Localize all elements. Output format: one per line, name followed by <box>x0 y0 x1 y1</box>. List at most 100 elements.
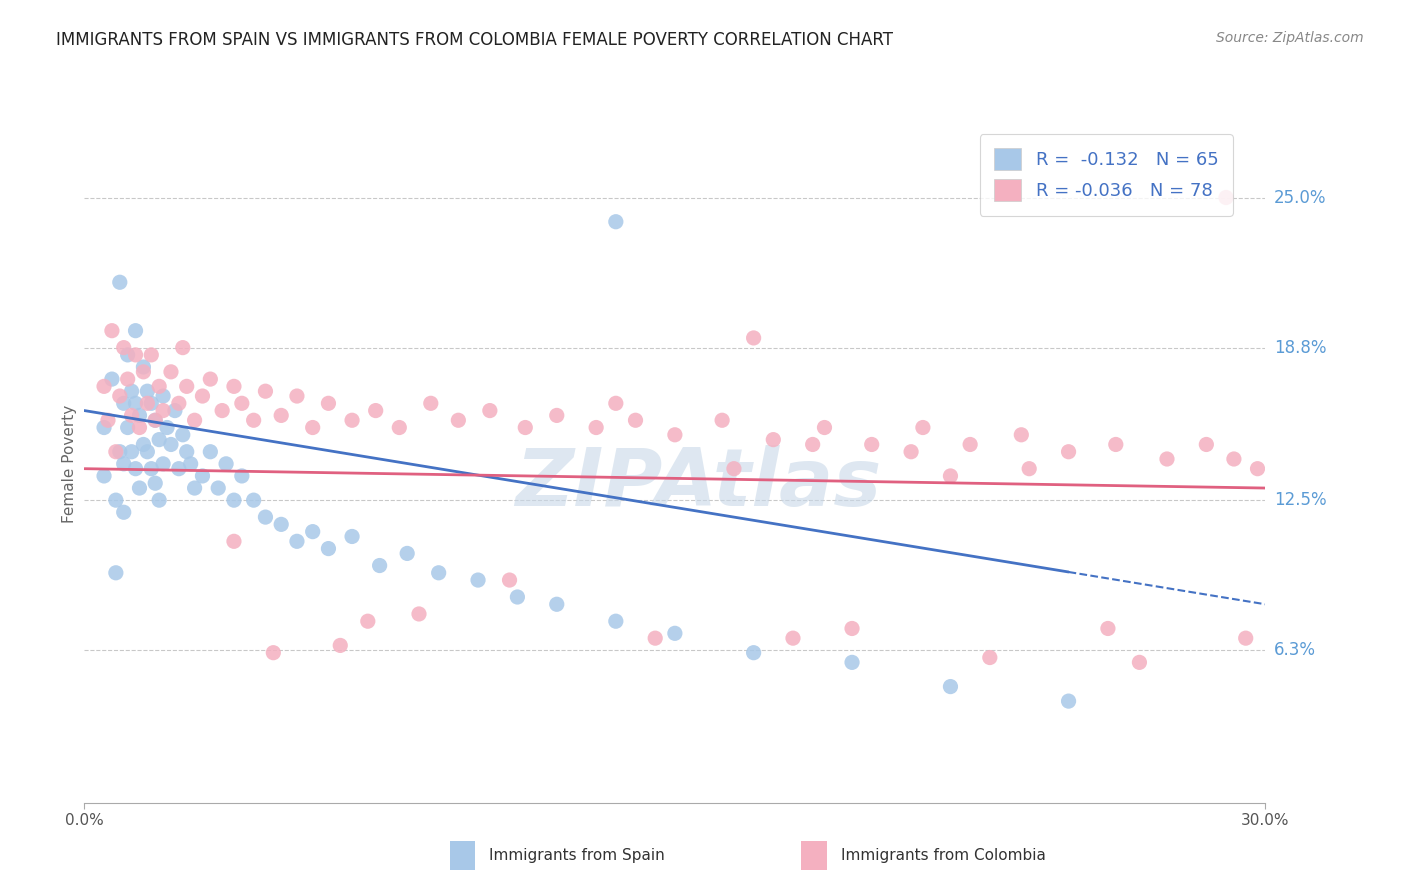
Point <box>478 403 501 417</box>
Point <box>148 493 170 508</box>
Point <box>117 348 139 362</box>
Point <box>515 420 537 434</box>
Point <box>1234 631 1257 645</box>
Point <box>104 566 127 580</box>
Point <box>176 379 198 393</box>
Point <box>1057 694 1080 708</box>
Point <box>132 437 155 451</box>
Point <box>172 341 194 355</box>
Point <box>318 396 340 410</box>
Point <box>1097 622 1119 636</box>
Point <box>546 597 568 611</box>
Point <box>664 427 686 442</box>
Point <box>101 372 124 386</box>
Point <box>132 359 155 374</box>
Point <box>911 420 934 434</box>
Point <box>419 396 441 410</box>
Point <box>605 614 627 628</box>
Point <box>172 427 194 442</box>
Point <box>191 469 214 483</box>
Point <box>801 437 824 451</box>
Point <box>742 331 765 345</box>
Point <box>1274 631 1296 645</box>
Point <box>498 573 520 587</box>
Point <box>104 493 127 508</box>
Point <box>108 389 131 403</box>
Point <box>152 389 174 403</box>
Point <box>1195 437 1218 451</box>
Point <box>93 379 115 393</box>
Point <box>396 546 419 560</box>
Point <box>506 590 529 604</box>
Point <box>132 365 155 379</box>
Text: 12.5%: 12.5% <box>1274 491 1326 509</box>
Point <box>939 469 962 483</box>
Point <box>624 413 647 427</box>
Point <box>329 639 352 653</box>
Point <box>1010 427 1032 442</box>
Point <box>723 461 745 475</box>
Point <box>97 413 120 427</box>
Point <box>143 476 166 491</box>
Text: 18.8%: 18.8% <box>1274 339 1326 357</box>
Point <box>108 275 131 289</box>
Point <box>742 646 765 660</box>
Point <box>340 529 363 543</box>
Point <box>900 444 922 458</box>
Point <box>163 403 186 417</box>
Point <box>318 541 340 556</box>
Point <box>117 420 139 434</box>
Point <box>242 413 264 427</box>
Point <box>136 384 159 399</box>
Text: ZIPAtlas: ZIPAtlas <box>516 445 882 524</box>
Legend: R =  -0.132   N = 65, R = -0.036   N = 78: R = -0.132 N = 65, R = -0.036 N = 78 <box>980 134 1233 216</box>
Point <box>148 379 170 393</box>
Point <box>180 457 202 471</box>
Point <box>143 413 166 427</box>
Point <box>222 379 245 393</box>
Point <box>112 457 135 471</box>
Point <box>141 396 163 410</box>
Point <box>1105 437 1128 451</box>
Point <box>782 631 804 645</box>
Point <box>1018 461 1040 475</box>
Point <box>124 461 146 475</box>
Point <box>152 403 174 417</box>
Point <box>176 444 198 458</box>
Point <box>112 505 135 519</box>
Point <box>368 558 391 573</box>
Point <box>605 215 627 229</box>
Point <box>231 396 253 410</box>
Point <box>222 534 245 549</box>
Point <box>112 396 135 410</box>
Point <box>93 420 115 434</box>
Point <box>270 517 292 532</box>
Text: 25.0%: 25.0% <box>1274 188 1326 207</box>
Point <box>270 409 292 423</box>
Point <box>254 384 277 399</box>
Point <box>841 622 863 636</box>
Point <box>101 324 124 338</box>
Point <box>117 372 139 386</box>
Point <box>1057 444 1080 458</box>
Point <box>183 481 205 495</box>
Point <box>467 573 489 587</box>
Point <box>939 680 962 694</box>
Point <box>242 493 264 508</box>
Point <box>136 444 159 458</box>
Point <box>200 372 222 386</box>
Text: 6.3%: 6.3% <box>1274 641 1316 659</box>
Point <box>1223 452 1246 467</box>
Point <box>156 420 179 434</box>
Point <box>644 631 666 645</box>
Point <box>357 614 380 628</box>
Point <box>104 444 127 458</box>
Text: IMMIGRANTS FROM SPAIN VS IMMIGRANTS FROM COLOMBIA FEMALE POVERTY CORRELATION CHA: IMMIGRANTS FROM SPAIN VS IMMIGRANTS FROM… <box>56 31 893 49</box>
Point <box>959 437 981 451</box>
Point <box>979 650 1001 665</box>
Point <box>108 444 131 458</box>
Point <box>191 389 214 403</box>
Point <box>141 461 163 475</box>
Point <box>408 607 430 621</box>
Point <box>1215 190 1237 204</box>
